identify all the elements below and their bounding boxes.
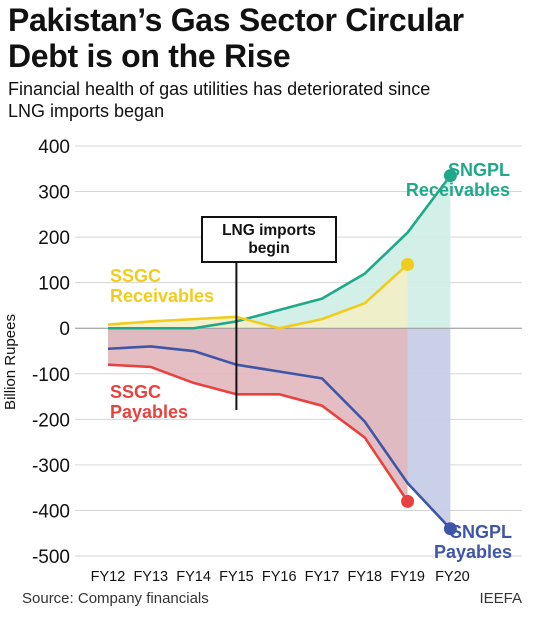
series-label-ssgc-receivables: SSGC <box>110 266 161 286</box>
x-tick-label: FY15 <box>219 569 254 585</box>
y-axis-label: Billion Rupees <box>2 314 19 410</box>
y-tick-label: -100 <box>32 365 70 386</box>
x-tick-label: FY14 <box>176 569 211 585</box>
y-tick-label: 400 <box>38 137 70 158</box>
series-line-sngpl-payables <box>107 345 452 530</box>
area-ssgc-payables <box>108 328 408 502</box>
chart-subtitle-line-1: Financial health of gas utilities has de… <box>8 79 431 99</box>
series-line-ssgc-payables <box>107 363 409 503</box>
series-label-ssgc-payables: Payables <box>110 402 188 422</box>
annotation-text-line: LNG imports <box>222 222 316 239</box>
area-sngpl-receivables <box>108 175 451 329</box>
y-tick-label: 300 <box>38 183 70 204</box>
chart-title-line-2: Debt is on the Rise <box>8 38 291 74</box>
x-tick-label: FY12 <box>91 569 126 585</box>
chart-title: Pakistan’s Gas Sector Circular Debt is o… <box>8 2 538 74</box>
endpoint-marker-ssgc-receivables <box>401 257 415 271</box>
area-ssgc-receivables <box>108 264 408 329</box>
y-tick-label: -400 <box>32 501 70 522</box>
annotation-text-line: begin <box>248 240 289 257</box>
chart-subtitle: Financial health of gas utilities has de… <box>8 78 538 122</box>
y-tick-label: -500 <box>32 547 70 568</box>
series-line-sngpl-receivables <box>108 174 452 330</box>
series-line-ssgc-receivables <box>107 263 409 330</box>
series-label-sngpl-payables: Payables <box>434 542 512 562</box>
annotation-box <box>201 216 337 263</box>
series-label-ssgc-receivables: Receivables <box>110 286 214 306</box>
x-tick-label: FY13 <box>133 569 168 585</box>
x-tick-label: FY16 <box>262 569 297 585</box>
series-label-sngpl-payables: SNGPL <box>450 522 512 542</box>
chart-title-line-1: Pakistan’s Gas Sector Circular <box>8 2 464 38</box>
source-note: Source: Company financials <box>22 590 209 607</box>
y-tick-label: 100 <box>38 274 70 295</box>
brand-label: IEEFA <box>479 590 522 607</box>
series-label-ssgc-payables: SSGC <box>110 382 161 402</box>
chart-subtitle-line-2: LNG imports began <box>8 101 165 121</box>
x-tick-label: FY18 <box>347 569 382 585</box>
x-tick-label: FY19 <box>390 569 425 585</box>
endpoint-marker-sngpl-receivables <box>443 169 457 183</box>
endpoint-marker-ssgc-payables <box>401 494 415 508</box>
series-label-sngpl-receivables: Receivables <box>406 180 510 200</box>
y-tick-label: 200 <box>38 228 70 249</box>
y-tick-label: -300 <box>32 456 70 477</box>
endpoint-marker-sngpl-payables <box>443 522 457 536</box>
y-tick-label: -200 <box>32 410 70 431</box>
x-tick-label: FY20 <box>435 569 470 585</box>
x-tick-label: FY17 <box>305 569 340 585</box>
y-tick-label: 0 <box>59 319 70 340</box>
series-label-sngpl-receivables: SNGPL <box>448 160 510 180</box>
